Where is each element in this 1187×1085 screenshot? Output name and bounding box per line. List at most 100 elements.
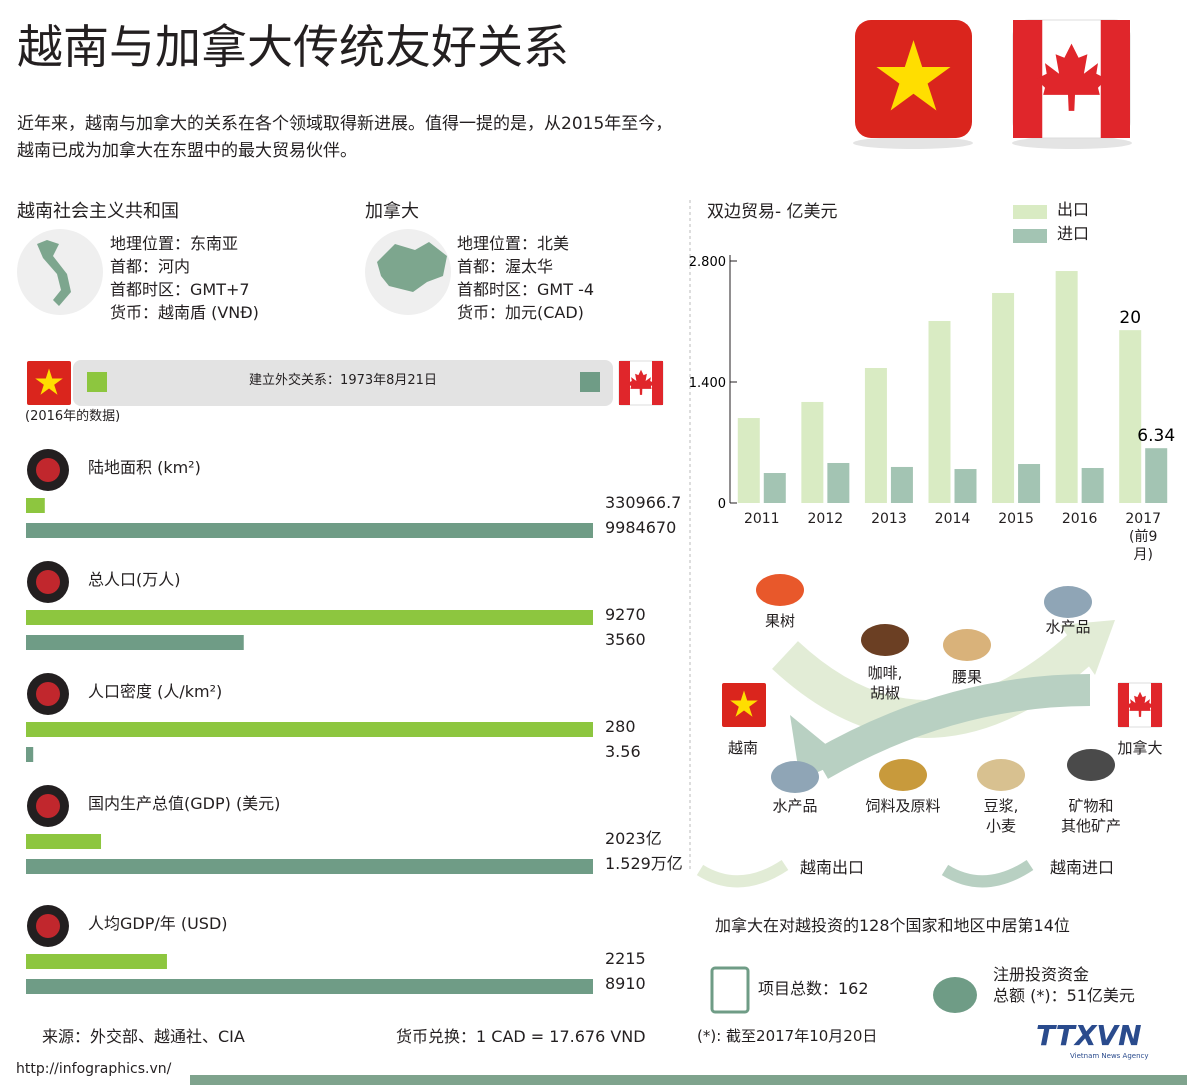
y-tick-label: 0	[718, 497, 726, 512]
x-tick-label: 2016	[1061, 511, 1098, 527]
import-item: 水产品	[772, 797, 818, 815]
bar	[1081, 467, 1104, 503]
icon-inner	[36, 458, 60, 482]
flag-band	[619, 361, 630, 405]
doc-icon	[710, 966, 750, 1014]
flow-label: 越南进口	[1049, 858, 1115, 877]
country-fact: 货币：加元(CAD)	[457, 303, 584, 322]
comparison-bar	[26, 834, 102, 849]
investment-rank: 加拿大在对越投资的128个国家和地区中居第14位	[715, 916, 1070, 935]
bar	[1145, 448, 1168, 503]
flag-band	[1118, 683, 1129, 727]
product-icon	[879, 759, 927, 791]
product-icon	[756, 574, 804, 606]
comparison-bar	[26, 523, 593, 538]
flag-band	[652, 361, 663, 405]
bar	[954, 469, 977, 503]
bar	[928, 320, 951, 503]
relation-text: 建立外交关系：1973年8月21日	[249, 373, 437, 388]
icon-inner	[36, 682, 60, 706]
comparison-bar	[26, 498, 45, 513]
legend-swatch	[580, 372, 600, 392]
country-fact: 首都：渥太华	[457, 257, 554, 276]
bar	[1119, 330, 1142, 503]
import-item: 饲料及原料	[865, 797, 941, 815]
comparison-bar	[26, 859, 593, 874]
export-item: 水产品	[1045, 618, 1091, 636]
comparison-value: 1.529万亿	[605, 854, 683, 873]
country-fact: 首都：河内	[110, 257, 191, 276]
product-icon	[1044, 586, 1092, 618]
bar-value-label: 6.34	[1137, 426, 1175, 446]
legend-swatch	[1013, 229, 1047, 243]
comparison-value: 8910	[605, 974, 646, 993]
project-count: 项目总数：162	[758, 979, 869, 998]
flow-label: 越南出口	[799, 858, 865, 877]
metric-label: 陆地面积 (km²)	[88, 458, 201, 477]
comparison-bar	[26, 722, 593, 737]
comparison-bar	[26, 610, 593, 625]
comparison-bar	[26, 954, 167, 969]
y-tick-label: 2.800	[689, 255, 726, 270]
metric-label: 总人口(万人)	[88, 570, 181, 589]
flag-band	[1151, 683, 1162, 727]
product-icon	[977, 759, 1025, 791]
intro-line: 越南已成为加拿大在东盟中的最大贸易伙伴。	[17, 141, 357, 161]
flag-star	[730, 690, 758, 717]
source: 来源：外交部、越通社、CIA	[42, 1027, 245, 1046]
x-tick-label: 2012	[807, 511, 844, 527]
comparison-value: 3560	[605, 630, 646, 649]
chart-title: 双边贸易- 亿美元	[707, 202, 838, 222]
flow-country: 加拿大	[1117, 739, 1163, 757]
legend-label: 出口	[1057, 200, 1090, 219]
flag-star	[876, 40, 951, 111]
import-item: 豆浆, 小麦	[983, 797, 1019, 835]
icon-inner	[36, 914, 60, 938]
export-item: 咖啡, 胡椒	[867, 664, 903, 702]
bar	[864, 367, 887, 503]
map-shape	[37, 240, 71, 306]
bar	[890, 466, 913, 503]
maple-leaf	[1036, 43, 1107, 111]
bar	[1018, 464, 1041, 503]
metric-label: 国内生产总值(GDP) (美元)	[88, 794, 281, 813]
comparison-value: 9270	[605, 605, 646, 624]
data-note: (2016年的数据)	[25, 409, 121, 424]
country-fact: 地理位置：北美	[457, 234, 570, 253]
x-tick-label: 2014	[934, 511, 971, 527]
icon-inner	[36, 794, 60, 818]
logo-sub: Vietnam News Agency	[1070, 1052, 1149, 1060]
money-icon	[933, 977, 977, 1013]
bar	[827, 462, 850, 503]
url: http://infographics.vn/	[16, 1061, 172, 1077]
icon-inner	[36, 570, 60, 594]
flag-star	[35, 368, 63, 395]
flag-shadow	[1012, 137, 1132, 149]
comparison-value: 2215	[605, 949, 646, 968]
footer-bar	[190, 1075, 1187, 1085]
small-arc	[941, 859, 1034, 888]
bar	[992, 292, 1015, 503]
import-arrow	[812, 674, 1091, 779]
comparison-value: 330966.7	[605, 493, 682, 512]
x-tick-label: 2015	[998, 511, 1034, 527]
metric-label: 人口密度 (人/km²)	[88, 682, 223, 701]
maple-leaf	[627, 369, 655, 395]
country-fact: 货币：越南盾 (VNĐ)	[110, 303, 259, 322]
country-fact: 首都时区：GMT+7	[110, 280, 250, 299]
small-arc	[696, 859, 789, 888]
footnote: (*): 截至2017年10月20日	[697, 1027, 878, 1045]
metric-label: 人均GDP/年 (USD)	[88, 914, 228, 933]
x-tick-label: 2017 (前9月)	[1125, 511, 1162, 564]
x-tick-label: 2011	[743, 511, 780, 527]
comparison-bar	[26, 635, 244, 650]
relation-banner	[73, 360, 613, 406]
comparison-bar	[26, 747, 34, 762]
legend-swatch	[87, 372, 107, 392]
comparison-value: 3.56	[605, 742, 641, 761]
bar	[801, 401, 824, 503]
legend-label: 进口	[1057, 224, 1090, 243]
intro-line: 近年来，越南与加拿大的关系在各个领域取得新进展。值得一提的是，从2015年至今，	[17, 114, 673, 134]
